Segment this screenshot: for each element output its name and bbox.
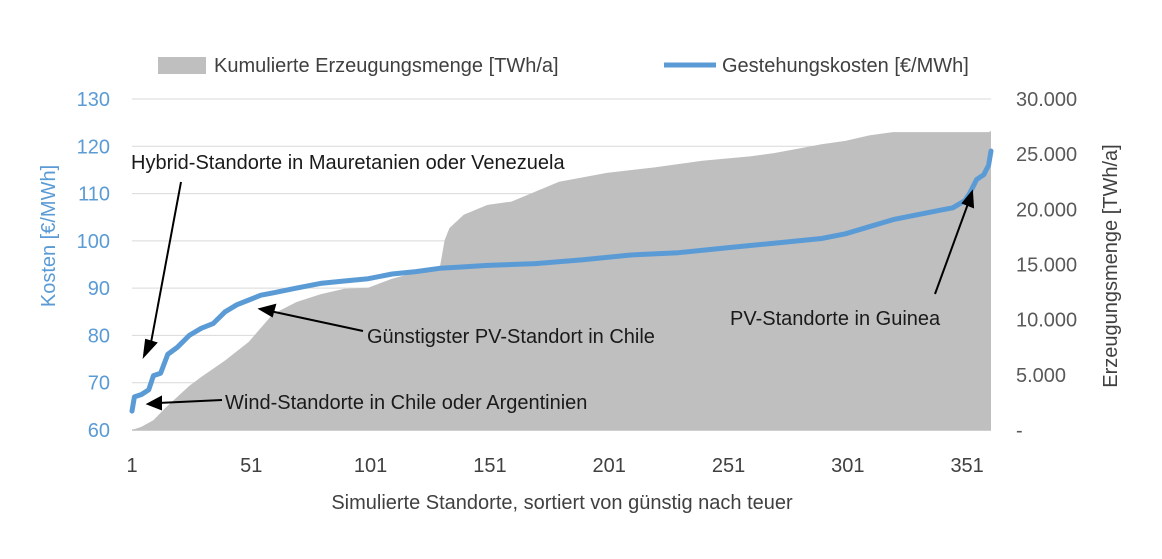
y-right-tick-3: 15.000 [1016,255,1077,277]
y-left-tick-100: 100 [77,231,110,253]
y-left-ticks: 60 70 80 90 100 110 120 130 [77,89,110,442]
y-right-tick-4: 20.000 [1016,199,1077,221]
y-left-tick-130: 130 [77,89,110,111]
arrow-pv-guinea-head [961,189,975,209]
y-right-tick-2: 10.000 [1016,310,1077,332]
y-left-tick-60: 60 [88,420,110,442]
y-right-ticks: - 5.000 10.000 15.000 20.000 25.000 30.000 [1016,89,1077,442]
arrow-wind-head [145,395,162,411]
y-left-tick-90: 90 [88,278,110,300]
x-title: Simulierte Standorte, sortiert von günst… [331,492,793,514]
x-ticks: 1 51 101 151 201 251 301 351 [126,455,983,477]
y-left-title: Kosten [€/MWh] [38,165,60,307]
y-right-tick-6: 30.000 [1016,89,1077,111]
legend-area-label: Kumulierte Erzeugungsmenge [TWh/a] [214,55,559,77]
x-tick-251: 251 [712,455,745,477]
legend-area-swatch [158,57,206,74]
annotation-hybrid: Hybrid-Standorte in Mauretanien oder Ven… [131,152,565,174]
cumulative-generation-area [132,131,991,430]
legend-line-label: Gestehungskosten [€/MWh] [722,55,969,77]
arrow-wind [157,399,223,404]
y-right-tick-1: 5.000 [1016,365,1066,387]
y-left-tick-80: 80 [88,325,110,347]
x-tick-51: 51 [240,455,262,477]
arrow-pv-chile [269,310,364,332]
arrow-hybrid-head [142,338,158,359]
annotation-arrows [142,181,975,411]
annotation-pv-guinea: PV-Standorte in Guinea [730,308,941,330]
x-tick-201: 201 [593,455,626,477]
y-left-tick-70: 70 [88,373,110,395]
y-left-tick-120: 120 [77,136,110,158]
x-tick-351: 351 [950,455,983,477]
annotation-pv-chile: Günstigster PV-Standort in Chile [367,326,655,348]
x-tick-301: 301 [831,455,864,477]
arrow-pv-guinea [934,200,970,295]
y-left-tick-110: 110 [78,184,110,206]
y-right-tick-0: - [1016,420,1023,442]
y-right-title: Erzeugungsmenge [TWh/a] [1100,144,1122,387]
annotation-wind: Wind-Standorte in Chile oder Argentinien [225,392,587,414]
cost-line [129,148,994,414]
x-tick-101: 101 [354,455,387,477]
x-tick-151: 151 [473,455,506,477]
arrow-pv-chile-head [257,303,277,318]
arrow-hybrid [149,181,182,349]
x-tick-1: 1 [126,455,137,477]
y-right-tick-5: 25.000 [1016,144,1077,166]
